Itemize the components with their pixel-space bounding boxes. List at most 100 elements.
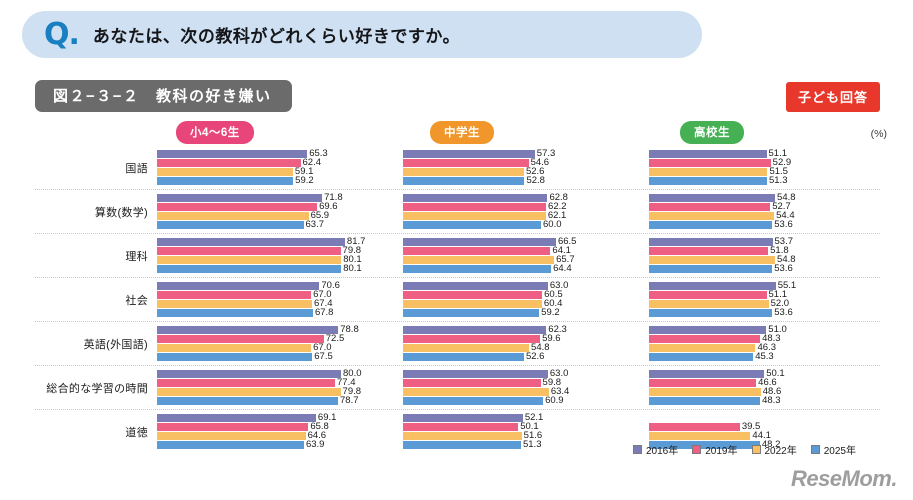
bar-value-label: 66.5 <box>557 236 577 247</box>
bar-line: 59.8 <box>403 377 648 388</box>
bar-value-label: 63.0 <box>549 368 569 379</box>
legend-swatch <box>633 445 642 454</box>
bar-2016年 <box>157 194 323 202</box>
bar-value-label: 51.1 <box>768 148 788 159</box>
bar-line: 54.6 <box>403 157 648 168</box>
bar-2025年 <box>649 221 773 229</box>
panel-小4〜6生: 69.1 65.8 64.6 63.9 <box>157 410 402 453</box>
row-label-道徳: 道徳 <box>125 426 148 439</box>
bar-line: 63.4 <box>403 387 648 396</box>
bar-value-label: 70.6 <box>321 280 340 291</box>
bar-value-label: 59.2 <box>541 307 560 318</box>
bar-2019年 <box>403 335 541 343</box>
bar-value-label: 45.3 <box>755 351 774 362</box>
bar-2019年 <box>157 247 341 255</box>
bar-2022年 <box>157 344 312 352</box>
bar-line: 62.4 <box>157 158 402 167</box>
bar-line: 60.0 <box>403 220 648 229</box>
bar-value-label: 50.1 <box>520 421 539 432</box>
question-marker: Q. <box>44 16 80 52</box>
bar-2016年 <box>649 150 767 158</box>
bar-2019年 <box>157 159 301 167</box>
question-text: あなたは、次の教科がどれくらい好きですか。 <box>92 27 461 46</box>
bar-value-label: 52.9 <box>772 157 792 168</box>
bar-line: 65.8 <box>157 422 402 431</box>
bar-2022年 <box>403 212 546 220</box>
panel-中学生: 62.3 59.6 54.8 52.6 <box>403 322 648 365</box>
bar-line: 52.6 <box>403 167 648 176</box>
bar-line: 77.4 <box>157 378 402 387</box>
legend-item-2022年: 2022年 <box>751 442 797 457</box>
bar-value-label: 59.8 <box>542 377 562 388</box>
chart-row: 道徳 69.1 65.8 64.6 63.9 52.1 50.1 51.6 51.3 39.5 44… <box>35 410 880 453</box>
bar-value-label: 52.0 <box>770 298 790 309</box>
bar-line: 65.9 <box>157 210 402 221</box>
group-pill-junior: 中学生 <box>430 121 494 144</box>
bar-line: 48.6 <box>649 387 894 396</box>
bar-value-label: 80.1 <box>343 263 362 274</box>
bar-line: 53.7 <box>649 236 894 247</box>
legend: 2016年 2019年 2022年 2025年 <box>633 442 856 457</box>
row-label-社会: 社会 <box>125 294 148 307</box>
bar-2022年 <box>649 212 775 220</box>
bar-value-label: 48.3 <box>762 333 781 344</box>
bar-line: 62.3 <box>403 325 648 334</box>
bar-2025年 <box>157 309 313 317</box>
bar-line: 65.7 <box>403 254 648 265</box>
chart-row: 社会 70.6 67.0 67.4 67.8 63.0 60.5 60.4 59.2 55.1 51… <box>35 278 880 322</box>
bar-2025年 <box>649 265 773 273</box>
legend-label: 2019年 <box>705 446 738 457</box>
bar-value-label: 59.1 <box>294 166 314 177</box>
row-label-理科: 理科 <box>125 250 148 263</box>
bar-line: 72.5 <box>157 334 402 343</box>
bar-2019年 <box>157 203 318 211</box>
bar-line: 52.6 <box>403 352 648 361</box>
bar-value-label: 65.7 <box>556 254 575 265</box>
bar-line: 51.1 <box>649 148 894 159</box>
bar-value-label: 65.9 <box>310 210 330 221</box>
bar-value-label: 53.6 <box>774 263 793 274</box>
chart-body: 国語 65.3 62.4 59.1 59.2 57.3 54.6 52.6 52.8 51.1 52… <box>35 146 880 453</box>
bar-value-label: 51.3 <box>768 175 788 186</box>
bar-value-label: 51.1 <box>768 289 788 300</box>
bar-value-label: 54.6 <box>530 157 550 168</box>
bar-value-label: 79.8 <box>342 245 362 256</box>
bar-value-label: 65.3 <box>309 148 328 159</box>
bar-line: 53.6 <box>649 308 894 317</box>
panel-高校生: 51.1 52.9 51.5 51.3 <box>649 146 894 189</box>
bar-2022年 <box>403 388 549 396</box>
bar-2019年 <box>649 379 757 387</box>
bar-2022年 <box>403 432 522 440</box>
bar-value-label: 53.7 <box>774 236 794 247</box>
bar-value-label: 39.5 <box>741 421 761 432</box>
bar-value-label: 80.0 <box>343 368 362 379</box>
bar-line: 80.1 <box>157 263 402 274</box>
legend-item-2025年: 2025年 <box>810 442 856 457</box>
panel-高校生: 54.8 52.7 54.4 53.6 <box>649 190 894 233</box>
bar-value-label: 64.6 <box>307 430 327 441</box>
bar-line: 48.2 <box>649 440 894 449</box>
legend-label: 2025年 <box>823 446 856 457</box>
bar-line: 64.1 <box>403 246 648 255</box>
bar-line: 79.8 <box>157 387 402 396</box>
bar-value-label: 44.1 <box>752 430 771 441</box>
bar-2016年 <box>649 370 765 378</box>
bar-value-label: 51.8 <box>770 245 789 256</box>
bar-line: 78.8 <box>157 325 402 334</box>
legend-label: 2022年 <box>764 446 797 457</box>
resemom-watermark: ReseMom. <box>790 466 898 491</box>
chart-row: 総合的な学習の時間 80.0 77.4 79.8 78.7 63.0 59.8 63.4 60.… <box>35 366 880 410</box>
bar-2016年 <box>157 370 341 378</box>
bar-2016年 <box>157 150 308 158</box>
bar-value-label: 63.9 <box>305 439 325 450</box>
bar-line: 51.5 <box>649 167 894 176</box>
bar-line: 60.4 <box>403 299 648 308</box>
bar-value-label: 69.6 <box>319 201 338 212</box>
bar-value-label: 54.4 <box>776 210 795 221</box>
bar-2016年 <box>649 326 767 334</box>
bar-line <box>649 414 894 422</box>
bar-line: 67.8 <box>157 308 402 317</box>
bar-line: 44.1 <box>649 430 894 441</box>
figure-title: 図２−３−２ 教科の好き嫌い <box>35 80 292 112</box>
bar-value-label: 63.7 <box>305 219 325 230</box>
